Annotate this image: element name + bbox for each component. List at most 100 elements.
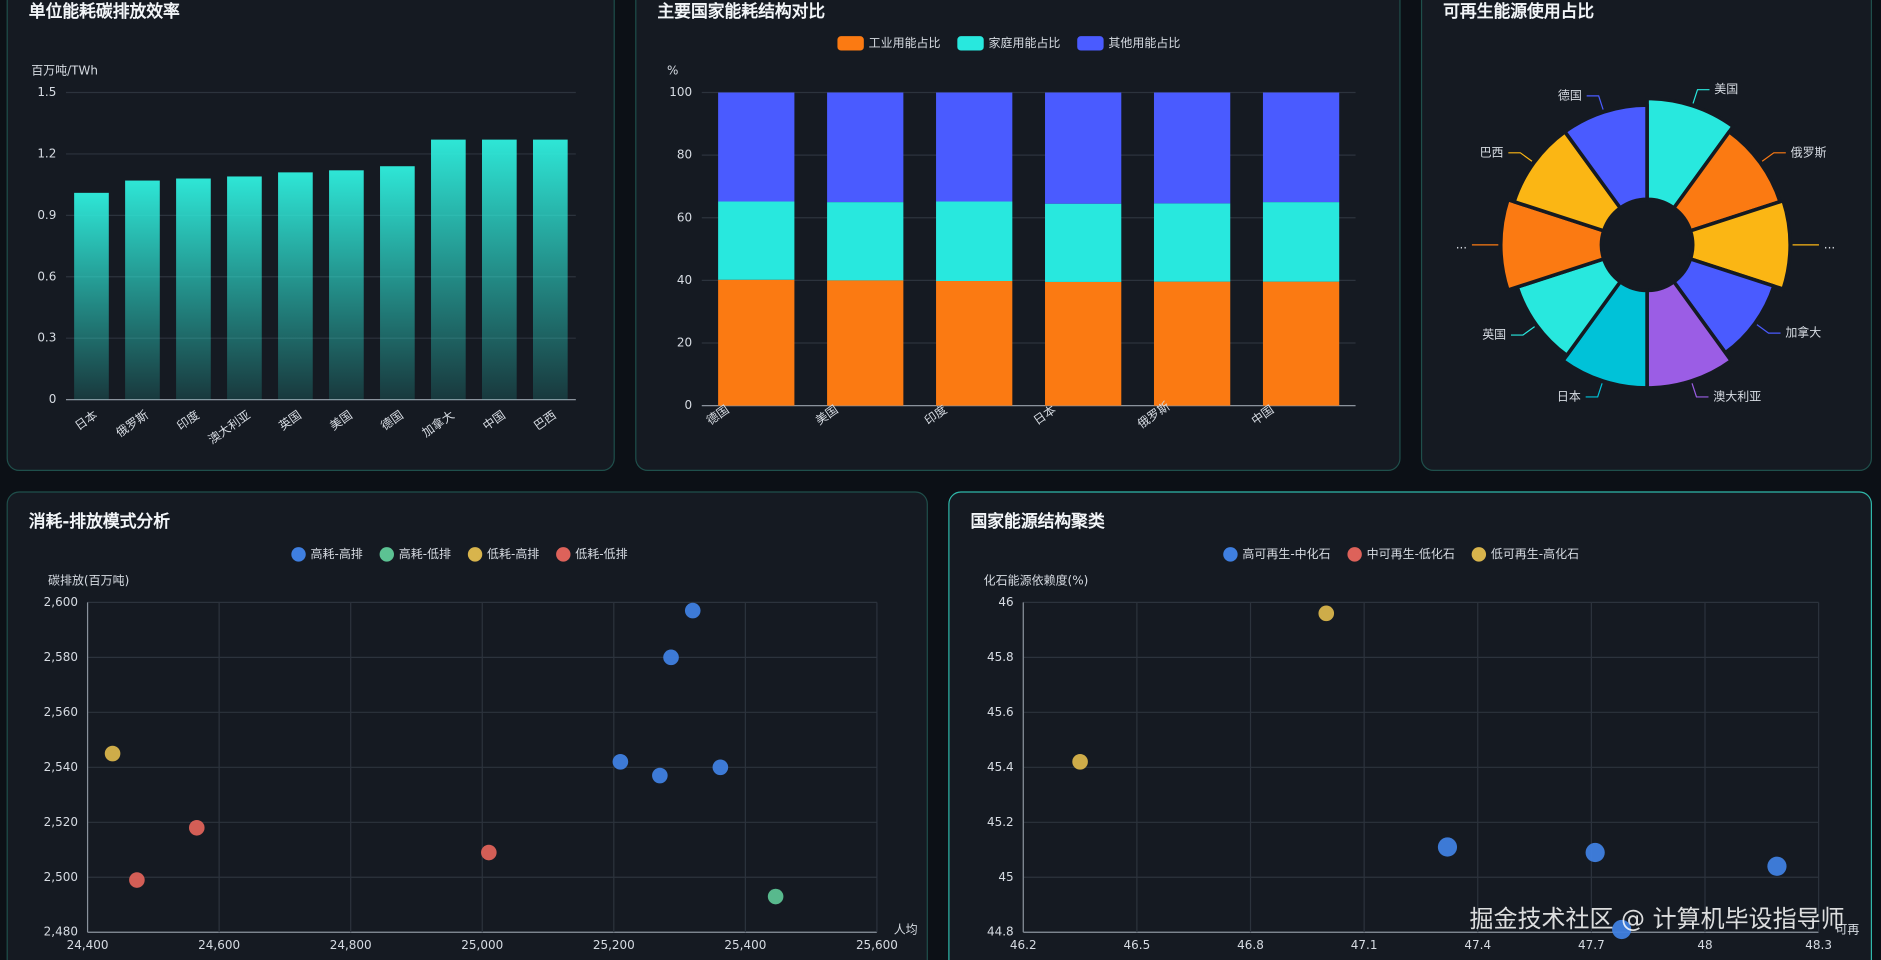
y-tick-label: 44.8 (987, 925, 1014, 939)
leader-line (1585, 383, 1603, 398)
y-tick-label: 2,540 (44, 760, 78, 774)
bar-segment (936, 201, 1013, 282)
y-tick-label: 0.3 (37, 331, 56, 345)
y-tick-label: 100 (669, 85, 692, 99)
pie-label: 美国 (1714, 82, 1738, 96)
bar-segment (1262, 92, 1340, 203)
pie-label: 澳大利亚 (1713, 389, 1761, 403)
y-tick-label: 0.6 (37, 269, 56, 283)
leader-line (1691, 383, 1709, 398)
y-tick-label: 0 (49, 392, 57, 406)
pie-label: ... (1456, 237, 1467, 251)
y-tick-label: 20 (677, 336, 692, 350)
scatter-point (1072, 754, 1088, 770)
y-tick-label: 2,500 (44, 870, 78, 884)
y-axis-title: % (667, 63, 678, 77)
bar-segment (718, 279, 795, 406)
legend-swatch (467, 547, 483, 562)
pie-slice (1498, 197, 1606, 292)
leader-line (1586, 95, 1604, 110)
legend-swatch (1471, 547, 1487, 562)
legend-swatch (556, 547, 571, 562)
bar-segment (827, 92, 904, 203)
bar (431, 139, 466, 400)
bar-segment (718, 201, 795, 280)
x-tick-label: 47.4 (1464, 938, 1491, 952)
pie-slice (1561, 279, 1649, 390)
legend-label: 低可再生-高化石 (1491, 546, 1579, 561)
y-tick-label: 45.4 (987, 760, 1014, 774)
scatter-point (712, 759, 729, 776)
scatter-point (481, 844, 497, 861)
watermark: 掘金技术社区 @ 计算机毕设指导师 (1470, 905, 1845, 933)
bar (482, 139, 517, 400)
bar (278, 172, 313, 400)
chart-title: 国家能源结构聚类 (970, 511, 1104, 531)
legend-swatch (1347, 547, 1362, 562)
bar (74, 192, 109, 400)
y-tick-label: 0.9 (37, 208, 56, 222)
x-tick-label: 46.5 (1124, 938, 1151, 952)
legend-label: 低耗-高排 (487, 546, 539, 561)
chart-title: 单位能耗碳排放效率 (29, 1, 180, 21)
y-tick-label: 46 (998, 595, 1013, 609)
bar (532, 139, 568, 400)
legend-swatch (837, 36, 864, 51)
bar (380, 166, 415, 400)
chart-title: 主要国家能耗结构对比 (657, 1, 825, 21)
scatter-point (1318, 605, 1335, 622)
leader-line (1692, 89, 1710, 104)
bar-segment (1045, 92, 1122, 204)
leader-line (1761, 152, 1786, 162)
y-tick-label: 45.2 (987, 815, 1014, 829)
y-tick-label: 40 (677, 273, 692, 287)
y-tick-label: 0 (685, 398, 693, 412)
panel (6, 491, 928, 960)
leader-line (1508, 152, 1533, 162)
legend-label: 其他用能占比 (1108, 35, 1180, 50)
bar (227, 176, 262, 400)
x-tick-label: 47.1 (1351, 938, 1378, 952)
leader-line (1756, 324, 1781, 334)
pie-slice (1563, 103, 1649, 210)
bar-segment (827, 280, 904, 406)
y-axis-title: 化石能源依赖度(%) (984, 572, 1089, 587)
x-tick-label: 46.2 (1010, 938, 1037, 952)
leader-line (1510, 326, 1535, 336)
scatter-point (129, 872, 145, 888)
x-tick-label: 47.7 (1578, 938, 1605, 952)
y-tick-label: 80 (677, 148, 692, 162)
x-tick-label: 46.8 (1237, 938, 1264, 952)
legend-label: 工业用能占比 (869, 35, 941, 50)
legend-swatch (957, 36, 984, 51)
x-tick-label: 25,000 (461, 938, 503, 952)
legend-label: 低耗-低排 (575, 547, 627, 561)
chart-title: 消耗-排放模式分析 (29, 511, 170, 531)
x-tick-label: 48.3 (1805, 938, 1832, 952)
y-tick-label: 60 (677, 210, 692, 224)
y-tick-label: 2,600 (44, 595, 78, 609)
chart-title: 可再生能源使用占比 (1443, 1, 1594, 21)
x-tick-label: 25,200 (593, 938, 635, 952)
scatter-point (104, 745, 121, 762)
legend-label: 高耗-低排 (399, 546, 451, 561)
x-tick-label: 25,600 (856, 938, 898, 952)
x-tick-label: 24,800 (330, 938, 372, 952)
scatter-point (663, 649, 679, 666)
legend-swatch (1077, 36, 1104, 51)
x-axis-title: 可再 (1835, 922, 1859, 936)
bar-segment (1262, 202, 1340, 282)
pie-label: 加拿大 (1785, 325, 1821, 340)
pie-label: 巴西 (1480, 145, 1504, 159)
bar (125, 180, 160, 400)
scatter-point (188, 819, 205, 836)
panel (948, 491, 1872, 960)
pie-label: 德国 (1558, 87, 1582, 102)
bar (176, 178, 211, 400)
y-axis-title: 碳排放(百万吨) (48, 572, 129, 587)
bar-segment (1153, 281, 1231, 406)
bar-segment (718, 92, 795, 202)
x-tick-label: 25,400 (724, 938, 766, 952)
panel (1420, 0, 1872, 471)
